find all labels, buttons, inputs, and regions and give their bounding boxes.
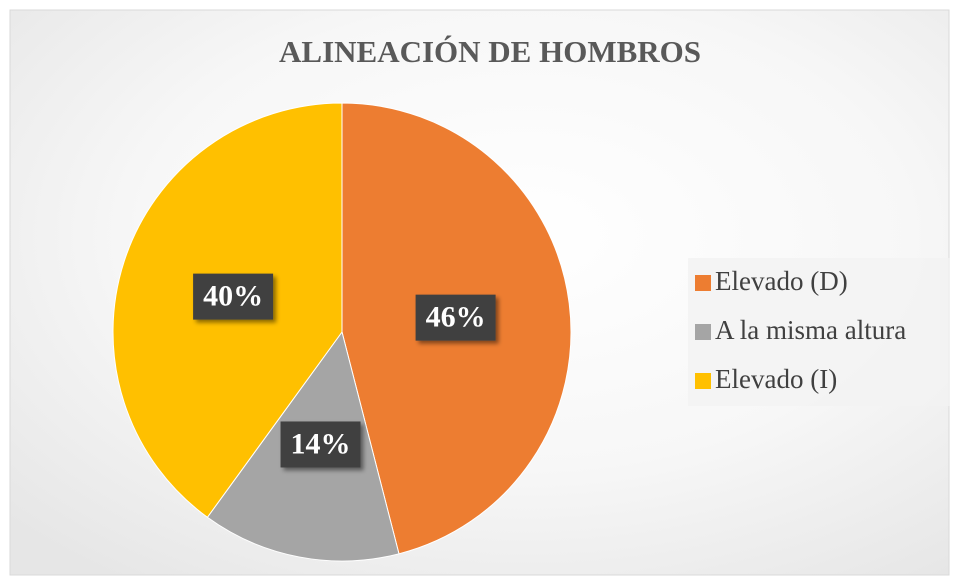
chart-title: ALINEACIÓN DE HOMBROS [279,34,701,69]
data-label: 14% [291,427,351,460]
legend-label: Elevado (D) [715,266,848,296]
legend-marker [695,373,711,389]
legend-box [688,258,950,406]
legend-marker [695,275,711,291]
legend-marker [695,324,711,340]
data-label: 40% [203,280,263,313]
data-label-box [415,294,496,341]
legend-label: Elevado (I) [715,364,837,394]
data-label: 46% [426,301,486,334]
legend-label: A la misma altura [715,315,906,345]
data-label-box [193,273,274,320]
data-label-box [280,421,361,468]
